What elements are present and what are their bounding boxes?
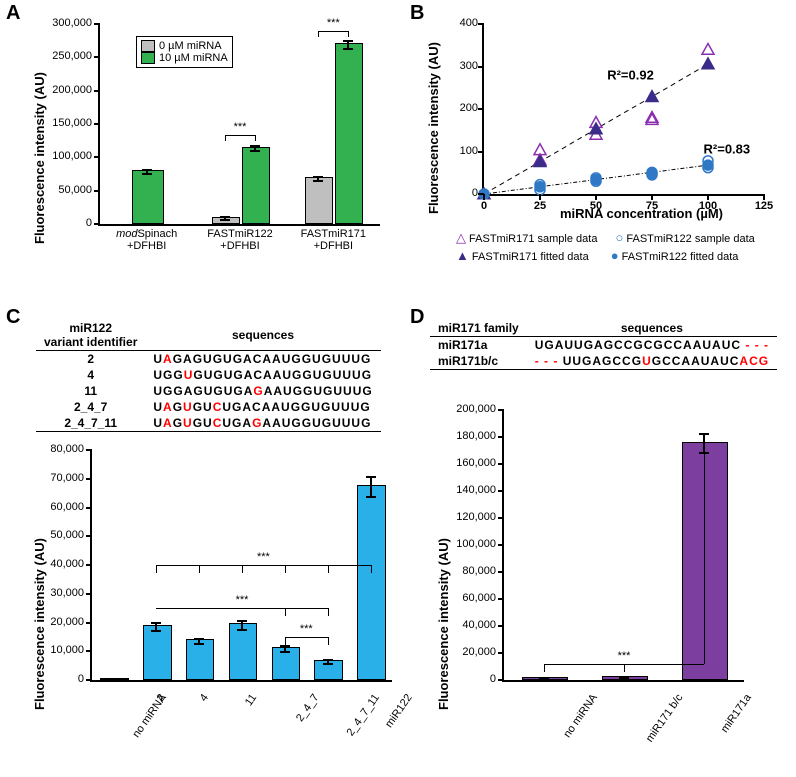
xlabel-b: miRNA concentration (µM) — [560, 206, 723, 221]
seq-table-c: miR122variant identifiersequences2UAGAGU… — [36, 320, 381, 432]
seq-table-d: miR171 familysequencesmiR171aUGAUUGAGCCG… — [430, 320, 777, 370]
chart-d: 020,00040,00060,00080,000100,000120,0001… — [502, 410, 744, 682]
chart-c: 010,00020,00030,00040,00050,00060,00070,… — [90, 450, 392, 682]
legend-a-0: 0 µM miRNA — [159, 40, 222, 52]
legend-a-1: 10 µM miRNA — [159, 52, 228, 64]
legend-b: △ FASTmiR171 sample data○ FASTmiR122 sam… — [456, 230, 796, 263]
panel-label-c: C — [6, 306, 20, 329]
figure-container: A B C D Fluorescence intensity (AU) 050,… — [0, 0, 796, 777]
ylabel-b: Fluorescence intensity (AU) — [426, 42, 441, 214]
svg-text:R²=0.92: R²=0.92 — [607, 67, 654, 82]
panel-b: Fluorescence intensity (AU) R²=0.92R²=0.… — [420, 14, 780, 274]
chart-b: R²=0.92R²=0.83 0100200300400025507510012… — [482, 24, 764, 196]
scatter-svg: R²=0.92 R²=0.83 — [484, 24, 764, 194]
panel-d: miR171 familysequencesmiR171aUGAUUGAGCCG… — [430, 320, 780, 760]
panel-label-d: D — [410, 306, 424, 329]
svg-text:R²=0.83: R²=0.83 — [704, 142, 751, 157]
panel-label-a: A — [6, 2, 20, 25]
panel-a: Fluorescence intensity (AU) 050,000100,0… — [26, 14, 386, 274]
legend-a: 0 µM miRNA 10 µM miRNA — [136, 36, 233, 68]
panel-c: miR122variant identifiersequences2UAGAGU… — [26, 320, 406, 760]
